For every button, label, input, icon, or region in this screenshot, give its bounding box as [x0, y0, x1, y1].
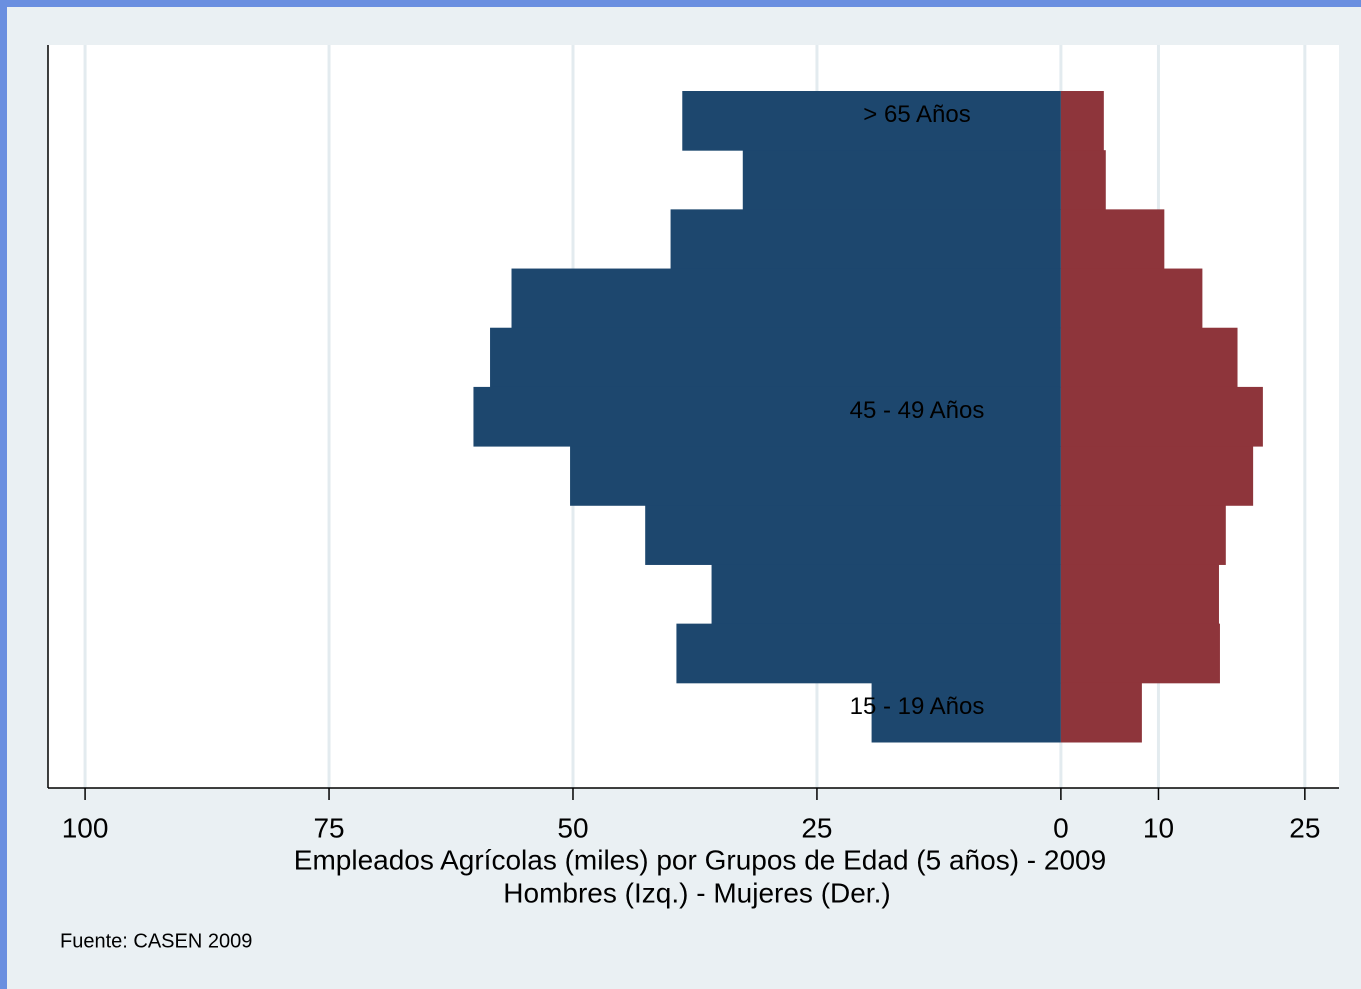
bar: [645, 505, 1061, 565]
category-label: 15 - 19 Años: [850, 693, 985, 720]
category-label: 45 - 49 Años: [850, 397, 985, 424]
bar: [1060, 682, 1142, 743]
x-tick-label: 50: [557, 812, 588, 843]
category-label: > 65 Años: [863, 101, 970, 128]
bar: [511, 268, 1061, 329]
x-tick-label: 100: [62, 812, 109, 843]
bar: [742, 150, 1061, 210]
bar: [682, 91, 1061, 151]
x-tick-label: 75: [313, 812, 344, 843]
bar: [1060, 564, 1219, 625]
bar: [871, 682, 1061, 743]
x-axis-label: Empleados Agrícolas (miles) por Grupos d…: [294, 844, 1106, 875]
bar: [1060, 386, 1263, 447]
bar: [711, 564, 1061, 625]
x-tick-label: 10: [1143, 812, 1174, 843]
source-note: Fuente: CASEN 2009: [60, 930, 252, 952]
bar: [570, 446, 1061, 506]
bar: [490, 327, 1061, 388]
bar: [676, 623, 1061, 684]
bar: [670, 209, 1061, 270]
bar: [1060, 268, 1203, 329]
x-tick-label: 0: [1053, 812, 1069, 843]
bar: [1060, 505, 1226, 565]
x-axis-label: Hombres (Izq.) - Mujeres (Der.): [503, 877, 890, 908]
x-tick-label: 25: [1289, 812, 1320, 843]
bar: [1060, 446, 1254, 506]
bar: [1060, 623, 1220, 684]
bar: [473, 386, 1061, 447]
x-tick-label: 25: [801, 812, 832, 843]
bar: [1060, 91, 1104, 151]
bar: [1060, 150, 1106, 210]
bar: [1060, 209, 1165, 270]
bar: [1060, 327, 1238, 388]
